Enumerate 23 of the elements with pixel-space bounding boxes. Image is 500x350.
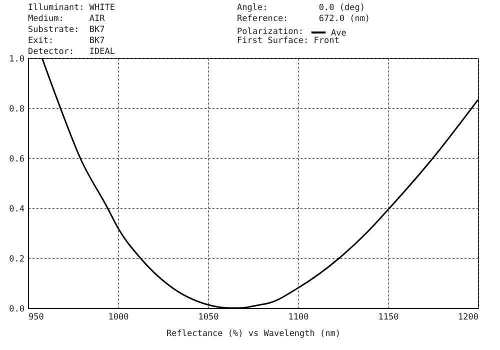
text: Detector: IDEAL bbox=[28, 47, 115, 58]
x-tick-label: 950 bbox=[28, 312, 44, 322]
y-tick-label: 0.6 bbox=[9, 154, 24, 164]
text: Reference: 672.0 (nm) bbox=[237, 14, 370, 25]
x-axis-title: Reflectance (%) vs Wavelength (nm) bbox=[166, 329, 340, 339]
text: First Surface: Front bbox=[237, 36, 340, 47]
x-tick-label: 1150 bbox=[378, 312, 399, 322]
text: Illuminant: WHITE bbox=[28, 3, 115, 14]
y-tick-label: 0.4 bbox=[9, 204, 24, 214]
x-tick-label: 1100 bbox=[288, 312, 309, 322]
x-tick-label: 1000 bbox=[108, 312, 129, 322]
y-tick-label: 0.8 bbox=[9, 104, 24, 114]
legend-title: Polarization: bbox=[237, 27, 304, 37]
text: Medium: AIR bbox=[28, 14, 105, 25]
text: Angle: 0.0 (deg) bbox=[237, 3, 365, 14]
y-tick-label: 1.0 bbox=[9, 54, 24, 64]
y-tick-label: 0.2 bbox=[9, 254, 24, 264]
legend-label: Ave bbox=[331, 28, 346, 38]
x-tick-label: 1050 bbox=[198, 312, 219, 322]
text: Exit: BK7 bbox=[28, 36, 105, 47]
x-tick-label: 1200 bbox=[458, 312, 478, 322]
y-tick-label: 0.0 bbox=[9, 304, 24, 314]
text: Substrate: BK7 bbox=[28, 25, 105, 36]
